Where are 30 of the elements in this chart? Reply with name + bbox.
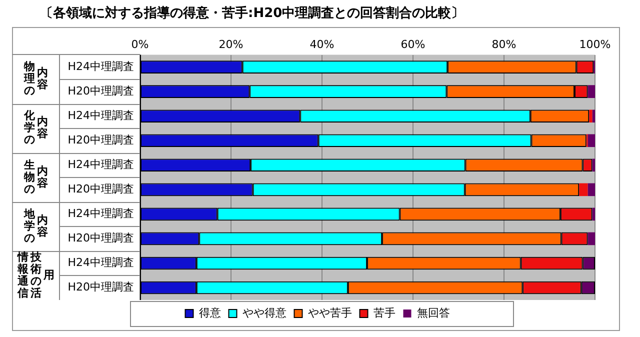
y-tick-label: H20中理調査 [68, 232, 134, 245]
y-tick-label: H20中理調査 [68, 182, 134, 196]
x-tick-label: 40% [310, 38, 334, 52]
legend-label: 苦手 [373, 306, 396, 320]
bar [579, 183, 588, 196]
bar [592, 158, 595, 172]
x-tick-label: 0% [131, 38, 149, 52]
x-tick-label: 20% [218, 38, 244, 52]
legend-label: やや苦手 [308, 306, 352, 320]
bar [588, 134, 595, 148]
chart-title: 〔各領域に対する指導の得意・苦手:H20中理調査との回答割合の比較〕 [40, 5, 464, 22]
y-tick-label: H24中理調査 [68, 60, 134, 73]
y-tick-label: H24中理調査 [68, 207, 134, 220]
y-tick-label: H24中理調査 [68, 158, 134, 171]
legend-label: やや得意 [242, 306, 286, 320]
x-tick-label: 100% [579, 38, 611, 52]
bar [588, 183, 595, 196]
x-tick-label: 60% [400, 38, 426, 52]
legend-label: 無回答 [416, 306, 450, 320]
bar [589, 110, 592, 123]
bar [588, 232, 595, 246]
y-tick-label: H24中理調査 [68, 256, 134, 270]
bar [588, 85, 595, 98]
bar [592, 110, 595, 123]
y-tick-label: H20中理調査 [68, 84, 134, 98]
legend-label: 得意 [198, 306, 221, 320]
y-tick-label: H20中理調査 [68, 133, 134, 146]
x-tick-label: 80% [492, 38, 516, 52]
y-tick-label: H24中理調査 [68, 108, 134, 122]
y-tick-label: H20中理調査 [68, 280, 134, 294]
